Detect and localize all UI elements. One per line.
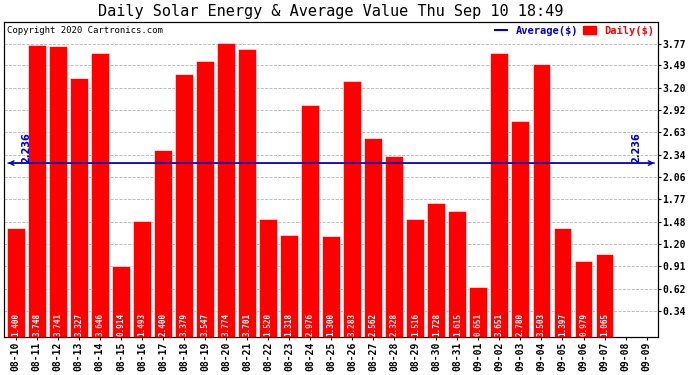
Bar [427, 202, 445, 337]
Bar [175, 74, 193, 337]
Text: 3.379: 3.379 [179, 313, 188, 336]
Text: Copyright 2020 Cartronics.com: Copyright 2020 Cartronics.com [8, 27, 164, 36]
Bar [385, 156, 403, 337]
Text: 3.741: 3.741 [53, 313, 62, 336]
Bar [322, 236, 340, 337]
Text: 1.300: 1.300 [326, 313, 335, 336]
Text: 3.283: 3.283 [348, 313, 357, 336]
Bar [154, 150, 172, 337]
Legend: Average($), Daily($): Average($), Daily($) [491, 22, 658, 40]
Text: 2.236: 2.236 [631, 132, 641, 163]
Bar [469, 286, 487, 337]
Bar [511, 121, 529, 337]
Text: 1.397: 1.397 [558, 313, 567, 336]
Bar [491, 53, 509, 337]
Text: 1.400: 1.400 [11, 313, 20, 336]
Bar [533, 64, 551, 337]
Text: 1.493: 1.493 [137, 313, 146, 336]
Text: 2.976: 2.976 [306, 313, 315, 336]
Text: 0.000: 0.000 [621, 313, 630, 336]
Text: 2.562: 2.562 [368, 313, 377, 336]
Bar [238, 49, 256, 337]
Bar [28, 45, 46, 337]
Text: 0.979: 0.979 [579, 313, 588, 336]
Text: 1.516: 1.516 [411, 313, 420, 336]
Bar [7, 228, 25, 337]
Bar [595, 254, 613, 337]
Text: 3.774: 3.774 [221, 313, 230, 336]
Text: 0.914: 0.914 [117, 313, 126, 336]
Bar [448, 211, 466, 337]
Bar [133, 221, 151, 337]
Text: 3.646: 3.646 [95, 313, 104, 336]
Text: 3.651: 3.651 [495, 313, 504, 336]
Bar [343, 81, 361, 337]
Text: 3.701: 3.701 [243, 313, 252, 336]
Bar [302, 105, 319, 337]
Bar [217, 43, 235, 337]
Text: 0.651: 0.651 [474, 313, 483, 336]
Bar [259, 219, 277, 337]
Text: 2.400: 2.400 [159, 313, 168, 336]
Bar [575, 261, 593, 337]
Bar [70, 78, 88, 337]
Title: Daily Solar Energy & Average Value Thu Sep 10 18:49: Daily Solar Energy & Average Value Thu S… [99, 4, 564, 19]
Text: 1.615: 1.615 [453, 313, 462, 336]
Bar [406, 219, 424, 337]
Text: 1.520: 1.520 [264, 313, 273, 336]
Bar [280, 235, 298, 337]
Text: 3.547: 3.547 [201, 313, 210, 336]
Text: 1.065: 1.065 [600, 313, 609, 336]
Text: 3.327: 3.327 [75, 313, 83, 336]
Text: 2.236: 2.236 [21, 132, 31, 163]
Bar [91, 53, 109, 337]
Bar [112, 266, 130, 337]
Text: 3.748: 3.748 [32, 313, 41, 336]
Bar [196, 61, 214, 337]
Text: 3.503: 3.503 [537, 313, 546, 336]
Bar [553, 228, 571, 337]
Text: 2.328: 2.328 [390, 313, 399, 336]
Text: 1.728: 1.728 [432, 313, 441, 336]
Bar [364, 138, 382, 337]
Bar [49, 46, 67, 337]
Text: 0.000: 0.000 [642, 313, 651, 336]
Text: 2.780: 2.780 [516, 313, 525, 336]
Text: 1.318: 1.318 [284, 313, 294, 336]
